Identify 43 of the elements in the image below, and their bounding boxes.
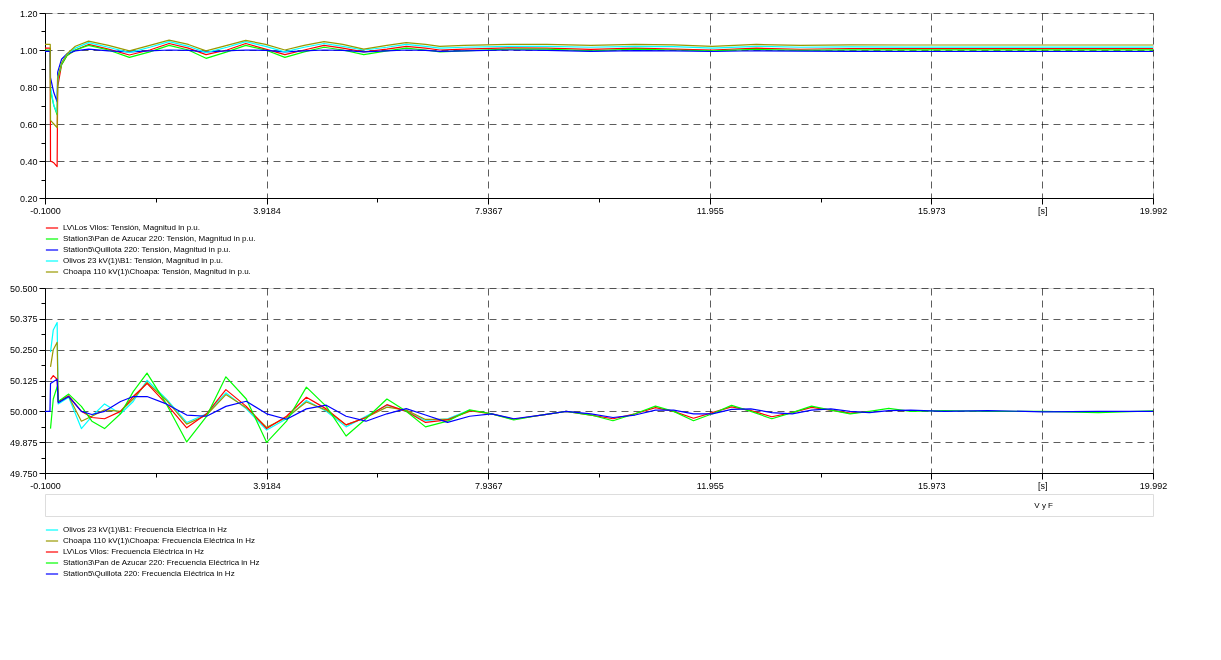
y-tick-label: 1.20 — [19, 8, 38, 19]
legend-label: Station3\Pan de Azucar 220: Tensión, Magnitud in p.u. — [63, 234, 256, 243]
y-tick-label: 0.40 — [19, 156, 38, 167]
y-tick-label: 50.500 — [9, 283, 38, 294]
line-series — [49, 372, 1153, 444]
x-tick-label: 3.9184 — [253, 480, 281, 491]
y-tick-label: 50.000 — [9, 406, 38, 417]
y-tick-label: 49.750 — [9, 468, 38, 479]
y-tick-label: 0.20 — [19, 193, 38, 204]
y-tick-label: 49.875 — [9, 437, 38, 448]
legend-label: Choapa 110 kV(1)\Choapa: Tensión, Magnitud in p.u. — [63, 267, 251, 276]
y-tick-label: 50.125 — [9, 376, 38, 386]
y-tick-label: 50.375 — [9, 314, 38, 325]
x-tick-label: 19.992 — [1139, 480, 1168, 491]
legend-label: Olivos 23 kV(1)\B1: Frecuencia Eléctrica in Hz — [63, 525, 228, 534]
y-tick-label: 0.60 — [19, 119, 38, 130]
x-tick-label: 19.992 — [1139, 205, 1168, 216]
legend-label: Station5\Quillota 220: Tensión, Magnitud in p.u. — [63, 245, 231, 254]
x-tick-label: 11.955 — [696, 480, 724, 491]
x-tick-label: 15.973 — [918, 480, 946, 491]
x-tick-label: -0.1000 — [30, 480, 61, 491]
x-tick-label: 7.9367 — [474, 480, 503, 491]
y-tick-label: 1.00 — [19, 45, 38, 56]
line-series — [45, 39, 1153, 129]
x-tick-label: 11.955 — [696, 205, 724, 216]
legend-label: LV\Los Vilos: Frecuencia Eléctrica in Hz — [63, 547, 205, 556]
legend-label: LV\Los Vilos: Tensión, Magnitud in p.u. — [63, 223, 200, 232]
line-series — [45, 48, 1153, 103]
y-tick-label: 0.80 — [19, 82, 38, 93]
x-tick-label: 15.973 — [918, 205, 946, 216]
y-tick-label: 50.250 — [9, 345, 38, 356]
line-series — [45, 378, 1153, 424]
text: V y F — [1034, 501, 1054, 510]
x-tick-label: [s] — [1037, 205, 1048, 216]
x-tick-label: -0.1000 — [30, 205, 61, 216]
legend-label: Station5\Quillota 220: Frecuencia Eléctrica in Hz — [63, 569, 235, 578]
legend-label: Olivos 23 kV(1)\B1: Tensión, Magnitud in p.u. — [63, 256, 223, 265]
legend-label: Station3\Pan de Azucar 220: Frecuencia Eléctrica in Hz — [63, 558, 260, 567]
x-tick-label: 3.9184 — [253, 205, 281, 216]
line-series — [49, 341, 471, 428]
x-tick-label: 7.9367 — [474, 205, 503, 216]
legend-label: Choapa 110 kV(1)\Choapa: Frecuencia Eléctrica in Hz — [63, 536, 255, 545]
x-tick-label: [s] — [1037, 480, 1048, 491]
